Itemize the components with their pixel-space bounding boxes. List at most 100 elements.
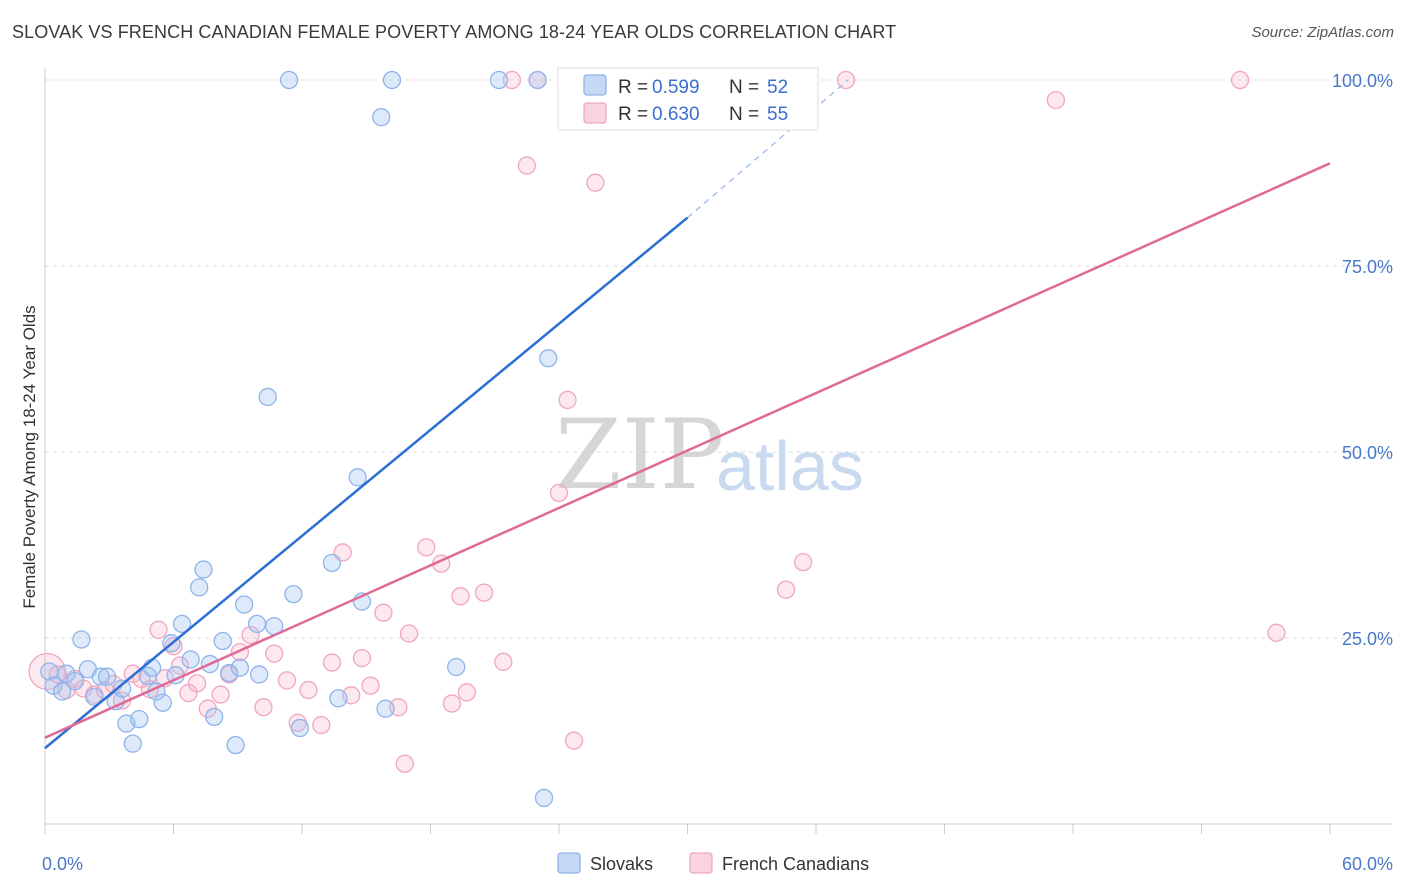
data-point-slovaks [112, 679, 132, 698]
legend-r-value-slovaks: 0.599 [652, 77, 700, 98]
data-point-slovaks [72, 630, 91, 649]
data-point-french-canadians [170, 656, 190, 675]
data-point-slovaks [247, 614, 267, 634]
trendline-slovaks-extension [687, 79, 849, 219]
data-point-french-canadians [451, 587, 470, 606]
data-point-slovaks [52, 682, 72, 701]
data-point-slovaks [329, 689, 348, 708]
watermark: ZIP atlas [555, 399, 864, 511]
data-point-french-canadians [395, 754, 414, 773]
data-point-french-canadians [399, 624, 419, 643]
data-point-slovaks [382, 70, 402, 90]
watermark-atlas: atlas [716, 427, 864, 505]
data-point-slovaks [258, 387, 277, 407]
data-point-slovaks [91, 667, 110, 686]
data-point-french-canadians [517, 156, 537, 175]
data-point-slovaks [130, 709, 149, 729]
x-tick-label: 0.0% [42, 854, 83, 874]
data-point-french-canadians [494, 652, 513, 671]
data-point-slovaks [190, 578, 209, 597]
data-point-slovaks [279, 70, 299, 90]
data-point-slovaks [205, 707, 224, 727]
data-point-slovaks [534, 788, 554, 808]
data-point-slovaks [123, 734, 142, 753]
data-point-french-canadians [549, 483, 569, 503]
legend-n-value-slovaks: 52 [767, 77, 788, 98]
french-canadians-points [28, 70, 1286, 773]
data-point-french-canadians [1230, 70, 1250, 90]
data-point-slovaks [235, 595, 254, 614]
correlation-legend: R = 0.599 N = 52 R = 0.630 N = 55 [557, 67, 819, 131]
data-point-slovaks [489, 70, 509, 90]
data-point-slovaks [172, 614, 192, 634]
data-point-slovaks [250, 665, 269, 684]
trendline-french-canadians [44, 162, 1331, 739]
data-point-slovaks [85, 687, 104, 706]
data-point-french-canadians [187, 674, 207, 693]
data-point-french-canadians [211, 685, 230, 704]
data-point-slovaks [372, 108, 391, 127]
legend-r-label-french: R = [618, 104, 648, 125]
series-legend: Slovaks French Canadians [557, 852, 869, 874]
data-point-french-canadians [241, 625, 260, 645]
chart-source: Source: ZipAtlas.com [1251, 24, 1394, 41]
legend-swatch-french-canadians [583, 102, 607, 124]
series-legend-label-slovaks: Slovaks [590, 854, 653, 874]
data-point-french-canadians [474, 583, 494, 602]
data-point-slovaks [194, 560, 213, 579]
y-tick-label: 100.0% [1332, 71, 1393, 91]
data-point-french-canadians [442, 694, 462, 713]
data-point-french-canadians [1046, 90, 1066, 110]
data-point-french-canadians [361, 676, 380, 695]
data-point-french-canadians [149, 620, 168, 639]
data-point-french-canadians [277, 671, 297, 690]
trendlines [44, 79, 1331, 750]
data-point-slovaks [138, 666, 157, 686]
data-point-slovaks [226, 735, 245, 755]
trendline-slovaks [44, 216, 689, 750]
data-point-slovaks [142, 658, 162, 677]
data-point-french-canadians [794, 552, 813, 572]
legend-r-label-slovaks: R = [618, 77, 648, 98]
tick-labels: 25.0% 50.0% 75.0% 100.0% 0.0% 60.0% [42, 71, 1393, 874]
watermark-zip: ZIP [555, 399, 724, 511]
slovaks-points [40, 70, 603, 808]
data-point-french-canadians [1267, 623, 1286, 642]
data-point-french-canadians [564, 731, 584, 750]
chart-title: SLOVAK VS FRENCH CANADIAN FEMALE POVERTY… [12, 22, 897, 42]
data-point-french-canadians [265, 644, 284, 663]
data-point-french-canadians [164, 637, 183, 656]
data-point-slovaks [539, 349, 558, 368]
data-point-slovaks [322, 553, 342, 573]
legend-n-value-french: 55 [767, 104, 788, 125]
data-point-slovaks [181, 650, 200, 669]
data-point-slovaks [153, 693, 172, 712]
data-point-slovaks [290, 718, 310, 738]
legend-r-value-french: 0.630 [652, 104, 700, 125]
legend-n-label-french: N = [729, 104, 759, 125]
y-tick-label: 50.0% [1342, 443, 1393, 463]
data-point-slovaks [65, 672, 85, 691]
data-point-slovaks [213, 631, 232, 651]
data-point-french-canadians [502, 70, 522, 90]
data-point-slovaks [376, 699, 395, 718]
x-tick-label: 60.0% [1342, 854, 1393, 874]
data-point-slovaks [528, 70, 547, 90]
data-point-french-canadians [586, 173, 605, 192]
series-legend-swatch-slovaks [557, 852, 581, 874]
data-point-french-canadians [312, 715, 331, 735]
axes [44, 68, 1392, 834]
data-point-french-canadians [374, 603, 393, 622]
data-point-french-canadians [352, 648, 372, 668]
data-point-slovaks [447, 657, 466, 677]
data-point-french-canadians [417, 538, 436, 557]
data-point-slovaks [284, 584, 303, 604]
data-point-slovaks [97, 667, 117, 686]
data-point-slovaks [230, 658, 250, 677]
y-axis-label-group: Female Poverty Among 18-24 Year Olds [20, 305, 39, 608]
data-point-french-canadians [254, 698, 273, 717]
legend-n-label-slovaks: N = [729, 77, 759, 98]
data-point-french-canadians [836, 70, 856, 90]
legend-swatch-slovaks [583, 74, 607, 96]
